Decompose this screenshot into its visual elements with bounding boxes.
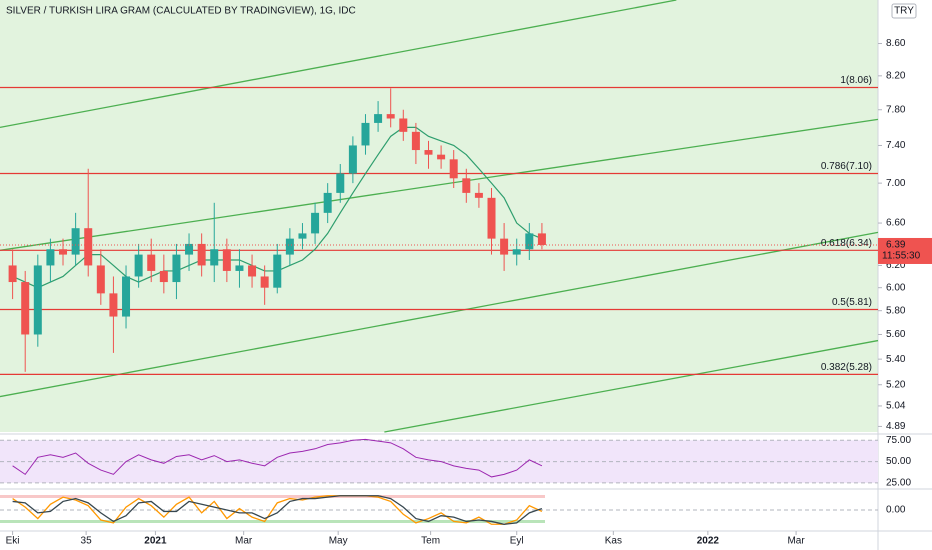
candle-body xyxy=(134,254,143,277)
candle-body xyxy=(537,233,546,245)
x-tick-label: 35 xyxy=(81,536,93,547)
candle-body xyxy=(210,249,219,266)
currency-box[interactable] xyxy=(891,3,917,19)
y-tick-label: 5.40 xyxy=(886,354,906,365)
x-tick-label: Kas xyxy=(605,536,622,547)
candle-body xyxy=(84,228,93,266)
trend-line xyxy=(0,118,879,251)
candle-body xyxy=(96,265,105,294)
last-price-box xyxy=(878,237,932,264)
candle-body xyxy=(285,238,294,255)
osc-upper-band xyxy=(0,495,545,498)
rsi-line xyxy=(12,438,543,478)
fib-label: 0.786(7.10) xyxy=(821,161,872,172)
y-tick-label: 4.89 xyxy=(886,421,906,432)
candle-body xyxy=(235,265,244,271)
candle-body xyxy=(59,249,68,255)
candle-body xyxy=(399,118,408,132)
x-tick-label: Tem xyxy=(421,536,440,547)
osc-lower-band xyxy=(0,520,545,523)
candle-body xyxy=(8,265,17,283)
fib-label: 1(8.06) xyxy=(840,75,872,86)
chart-title: SILVER / TURKISH LIRA GRAM (CALCULATED B… xyxy=(6,6,356,17)
trend-line xyxy=(0,0,677,129)
candle-body xyxy=(260,276,269,288)
candle-body xyxy=(273,254,282,288)
y-tick-label: 5.80 xyxy=(886,305,906,316)
y-tick-label: 7.40 xyxy=(886,140,906,151)
candle-body xyxy=(348,145,357,174)
candle-body xyxy=(474,192,483,198)
x-tick-label: 2022 xyxy=(697,536,720,547)
y-tick-label: 5.20 xyxy=(886,379,906,390)
candle-body xyxy=(109,293,118,317)
currency: TRY xyxy=(894,6,914,17)
candle-body xyxy=(122,276,131,317)
y-tick-label: 6.00 xyxy=(886,282,906,293)
candle-body xyxy=(185,243,194,255)
candle-body xyxy=(386,114,395,119)
candle-body xyxy=(361,122,370,146)
fib-label: 0.618(6.34) xyxy=(821,238,872,249)
rsi-tick-label: 75.00 xyxy=(886,435,911,446)
candle-body xyxy=(248,265,257,277)
countdown: 11:55:30 xyxy=(882,251,921,262)
candle-body xyxy=(147,254,156,271)
candle-body xyxy=(462,178,471,193)
candle-body xyxy=(336,173,345,193)
y-tick-label: 8.60 xyxy=(886,38,906,49)
y-tick-label: 8.20 xyxy=(886,70,906,81)
candle-body xyxy=(449,159,458,179)
candle-body xyxy=(500,238,509,255)
osc-line xyxy=(12,495,543,525)
y-tick-label: 6.60 xyxy=(886,218,906,229)
y-tick-label: 7.00 xyxy=(886,178,906,189)
x-tick-label: Eki xyxy=(6,536,20,547)
candle-body xyxy=(311,212,320,234)
candle-body xyxy=(374,114,383,123)
osc-line xyxy=(12,495,543,525)
y-tick-label: 5.60 xyxy=(886,329,906,340)
x-tick-label: Mar xyxy=(235,536,253,547)
candle-body xyxy=(298,233,307,239)
candle-body xyxy=(525,233,534,250)
candle-body xyxy=(172,254,181,283)
fib-label: 0.382(5.28) xyxy=(821,362,872,373)
rsi-tick-label: 50.00 xyxy=(886,456,911,467)
candle-body xyxy=(411,131,420,151)
x-tick-label: Mar xyxy=(787,536,805,547)
y-tick-label: 5.04 xyxy=(886,401,906,412)
candle-body xyxy=(197,243,206,266)
candle-body xyxy=(159,270,168,283)
candle-body xyxy=(424,150,433,155)
candle-body xyxy=(487,197,496,239)
trend-line xyxy=(384,339,879,433)
x-tick-label: Eyl xyxy=(510,536,524,547)
candle-body xyxy=(71,228,80,255)
osc-tick-label: 0.00 xyxy=(886,505,906,516)
candle-body xyxy=(323,192,332,213)
main-pane xyxy=(0,0,878,432)
last-price: 6.39 xyxy=(886,240,906,251)
trend-line xyxy=(0,231,879,398)
y-tick-label: 7.80 xyxy=(886,104,906,115)
rsi-tick-label: 25.00 xyxy=(886,478,911,489)
x-tick-label: 2021 xyxy=(144,536,167,547)
candle-body xyxy=(21,282,30,335)
fib-label: 0.5(5.81) xyxy=(832,297,872,308)
candle-body xyxy=(437,154,446,160)
candle-body xyxy=(33,265,42,335)
x-tick-label: May xyxy=(329,536,348,547)
y-tick-label: 6.20 xyxy=(886,260,906,271)
candle-body xyxy=(512,249,521,255)
candle-body xyxy=(46,249,55,266)
candle-body xyxy=(222,249,231,271)
